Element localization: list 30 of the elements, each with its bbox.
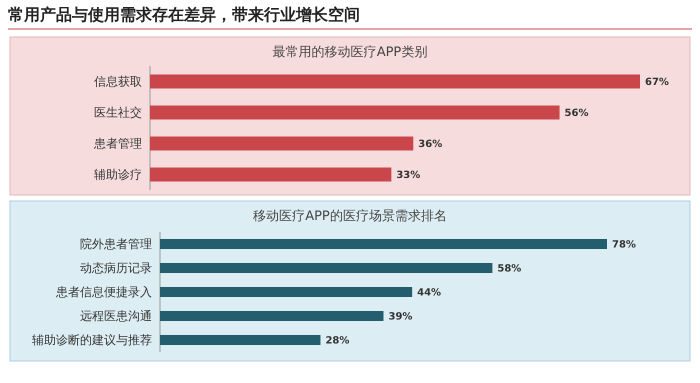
chart-title: 常用产品与使用需求存在差异，带来行业增长空间 bbox=[8, 5, 360, 24]
bar bbox=[160, 311, 384, 321]
data-label: 39% bbox=[388, 312, 412, 322]
bar bbox=[150, 136, 414, 150]
data-label: 78% bbox=[612, 240, 636, 250]
y-tick-label: 辅助诊疗 bbox=[94, 168, 142, 182]
data-label: 28% bbox=[325, 336, 350, 346]
data-label: 33% bbox=[396, 170, 420, 181]
bar bbox=[150, 74, 640, 88]
bar bbox=[160, 263, 492, 273]
y-tick-label: 信息获取 bbox=[94, 74, 142, 89]
y-tick-label: 辅助诊断的建议与推荐 bbox=[32, 333, 152, 348]
bar bbox=[150, 168, 392, 182]
data-label: 58% bbox=[497, 264, 522, 274]
y-tick-label: 动态病历记录 bbox=[80, 261, 152, 276]
data-label: 36% bbox=[418, 139, 442, 150]
data-label: 44% bbox=[417, 288, 442, 298]
bar bbox=[160, 287, 412, 297]
y-tick-label: 医生社交 bbox=[94, 106, 142, 120]
bar bbox=[160, 239, 607, 249]
data-label: 67% bbox=[645, 77, 669, 88]
bar bbox=[150, 106, 560, 120]
y-tick-label: 院外患者管理 bbox=[80, 237, 152, 252]
data-label: 56% bbox=[564, 108, 588, 119]
bar bbox=[160, 335, 320, 345]
y-tick-label: 远程医患沟通 bbox=[80, 309, 152, 324]
chart-subtitle: 最常用的移动医疗APP类别 bbox=[272, 45, 428, 60]
chart-title: 移动医疗APP的医疗场景需求排名 bbox=[253, 209, 447, 224]
y-tick-label: 患者管理 bbox=[93, 136, 142, 151]
y-tick-label: 患者信息便捷录入 bbox=[55, 285, 152, 300]
